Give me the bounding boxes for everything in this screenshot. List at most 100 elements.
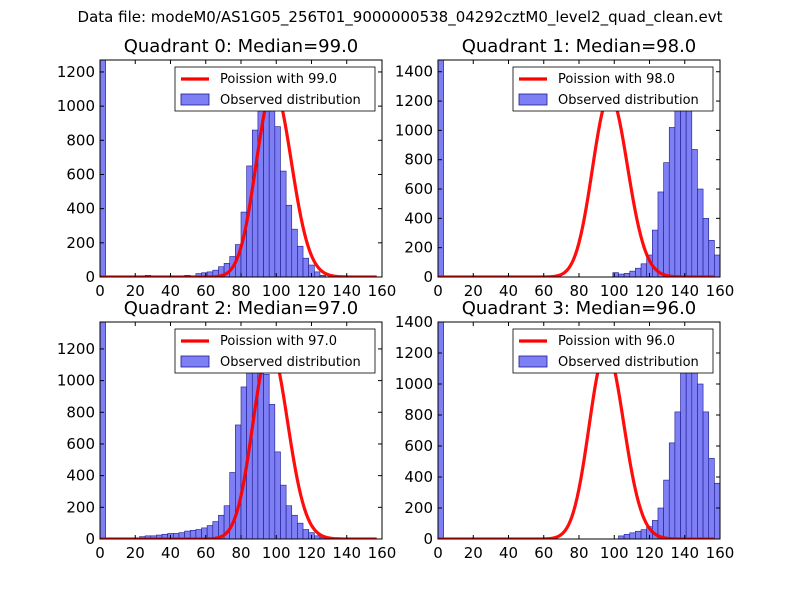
x-tick-label: 80: [231, 282, 250, 300]
histogram-bar: [291, 514, 298, 539]
histogram-bar: [629, 270, 636, 277]
histogram-bar: [691, 346, 698, 539]
histogram-bar: [302, 257, 309, 277]
poisson-curve: [438, 348, 715, 539]
histogram-bar: [100, 322, 106, 539]
histogram-bar: [708, 458, 715, 539]
legend-label-poisson: Poission with 96.0: [558, 334, 675, 349]
x-tick-label: 20: [464, 544, 483, 562]
x-tick-label: 0: [95, 544, 105, 562]
histogram-bar: [748, 537, 754, 539]
legend-bar-swatch: [180, 355, 210, 368]
quadrant-3-plot: 0 20 40 60 80 100 120 140 160 0 200 400 600 800 1000 12…: [395, 298, 735, 562]
legend: Poission with 97.0 Observed distribution: [174, 328, 376, 374]
histogram-bar: [680, 368, 687, 539]
x-tick-label: 100: [600, 544, 629, 562]
y-tick-label: 1000: [395, 375, 433, 393]
x-tick-label: 20: [126, 282, 145, 300]
histogram-bar: [635, 267, 642, 277]
histogram-bar: [737, 531, 743, 539]
histogram-bar: [731, 274, 737, 277]
y-tick-label: 200: [404, 239, 433, 257]
x-tick-label: 0: [95, 282, 105, 300]
y-tick-label: 1200: [395, 92, 433, 110]
y-tick-label: 1000: [57, 372, 95, 390]
quadrant-title: Quadrant 3: Median=96.0: [462, 298, 697, 319]
histogram-bar: [302, 529, 309, 539]
histogram-bar: [623, 534, 631, 539]
poisson-curve: [100, 86, 377, 277]
histogram-bar: [657, 191, 664, 277]
legend-bar-swatch: [518, 355, 548, 368]
histogram-bar: [737, 276, 743, 277]
y-tick-label: 1200: [57, 340, 95, 358]
y-tick-label: 200: [404, 499, 433, 517]
x-tick-label: 80: [569, 544, 588, 562]
x-tick-label: 60: [534, 282, 553, 300]
poisson-curve: [100, 345, 377, 539]
histogram-bar: [702, 218, 710, 277]
x-tick-label: 160: [368, 282, 397, 300]
y-tick-label: 600: [404, 437, 433, 455]
histogram-bar: [438, 60, 444, 277]
y-tick-label: 600: [66, 165, 95, 183]
x-tick-label: 20: [126, 544, 145, 562]
x-tick-label: 80: [569, 282, 588, 300]
x-tick-label: 60: [534, 544, 553, 562]
legend: Poission with 96.0 Observed distribution: [512, 328, 714, 374]
x-tick-label: 120: [635, 544, 664, 562]
y-tick-label: 400: [66, 467, 95, 485]
quadrant-0-plot: 0 20 40 60 80 100 120 140 160 0 200 400 600 800 1000 12…: [57, 36, 397, 300]
histogram-bar: [668, 127, 676, 277]
legend-bar-swatch: [180, 93, 210, 106]
y-tick-label: 800: [404, 151, 433, 169]
histogram-bar: [438, 322, 444, 539]
y-tick-label: 600: [404, 180, 433, 198]
histogram-bar: [697, 188, 704, 277]
histogram-bar: [726, 271, 732, 277]
y-tick-label: 1200: [395, 344, 433, 362]
histogram-bar: [291, 228, 298, 277]
histogram-bar: [697, 383, 704, 539]
x-tick-label: 120: [297, 544, 326, 562]
y-tick-label: 0: [423, 530, 433, 548]
y-tick-label: 400: [404, 209, 433, 227]
histogram-bar: [285, 505, 293, 539]
x-tick-label: 140: [670, 282, 699, 300]
y-tick-label: 1400: [395, 63, 433, 81]
histogram-bar: [674, 411, 681, 539]
histogram-bar: [668, 442, 676, 539]
histogram-bar: [235, 424, 242, 539]
y-tick-label: 1400: [395, 313, 433, 331]
legend-label-observed: Observed distribution: [220, 355, 361, 370]
histogram-bar: [640, 529, 647, 539]
histogram-bar: [100, 60, 106, 277]
histogram-bar: [629, 532, 636, 539]
x-tick-label: 120: [635, 282, 664, 300]
x-tick-label: 0: [433, 544, 443, 562]
x-tick-label: 120: [297, 282, 326, 300]
histogram-bar: [731, 525, 737, 539]
quadrant-2-plot: 0 20 40 60 80 100 120 140 160 0 200 400 600 800 1000 12…: [57, 298, 397, 562]
quadrant-title: Quadrant 0: Median=99.0: [124, 36, 359, 57]
y-tick-label: 200: [66, 498, 95, 516]
figure-title: Data file: modeM0/AS1G05_256T01_90000005…: [77, 8, 723, 26]
x-tick-label: 160: [368, 544, 397, 562]
x-tick-label: 100: [262, 544, 291, 562]
histogram-bar: [714, 254, 720, 277]
histogram-bar: [708, 240, 715, 277]
x-tick-label: 40: [161, 544, 180, 562]
x-tick-label: 140: [670, 544, 699, 562]
histogram-bar: [268, 97, 276, 277]
y-tick-label: 800: [404, 406, 433, 424]
y-tick-label: 400: [66, 200, 95, 218]
histogram-bar: [297, 245, 304, 277]
quadrant-1-plot: 0 20 40 60 80 100 120 140 160 0 200 400 600 800 1000 12…: [395, 36, 735, 300]
legend: Poission with 98.0 Observed distribution: [512, 66, 714, 112]
poisson-curve: [438, 94, 715, 277]
histogram-bar: [280, 484, 287, 539]
y-tick-label: 1000: [57, 97, 95, 115]
x-tick-label: 80: [231, 544, 250, 562]
histogram-bar: [663, 162, 670, 277]
y-tick-label: 0: [85, 268, 95, 286]
